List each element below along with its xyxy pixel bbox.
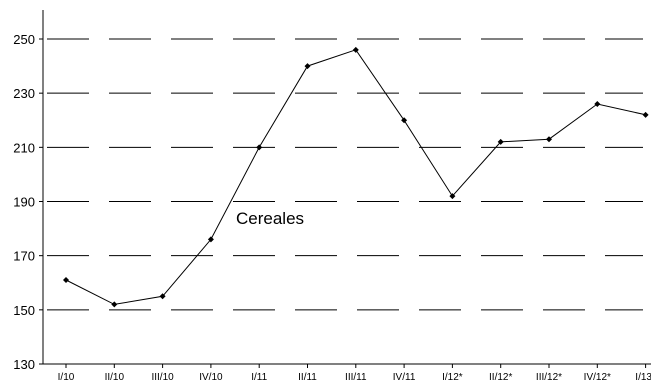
y-tick-label: 250 xyxy=(13,32,35,47)
x-tick-label: I/10 xyxy=(58,372,75,382)
series-label-cereales: Cereales xyxy=(236,209,304,228)
data-point xyxy=(111,301,118,308)
x-tick-label: II/10 xyxy=(105,372,125,382)
x-tick-label: I/13* xyxy=(635,372,651,382)
x-tick-label: I/12* xyxy=(442,372,463,382)
x-tick-label: IV/11 xyxy=(393,372,416,382)
data-point xyxy=(352,46,359,53)
series-points xyxy=(63,46,649,308)
x-tick-label: III/12* xyxy=(536,372,562,382)
data-point xyxy=(546,136,552,143)
x-tick-label: IV/12* xyxy=(584,372,611,382)
x-tick-label: III/11 xyxy=(345,372,367,382)
series-line-cereales xyxy=(65,49,646,305)
y-ticks: 130 150 170 190 210 230 250 xyxy=(13,32,43,372)
data-point xyxy=(256,144,263,151)
data-point xyxy=(207,236,214,243)
data-point xyxy=(642,111,649,118)
x-tick-label: III/10 xyxy=(151,372,174,382)
data-point xyxy=(594,101,601,107)
data-point xyxy=(63,277,69,284)
y-tick-label: 230 xyxy=(13,86,35,101)
x-tick-label: I/11 xyxy=(251,372,267,382)
data-point xyxy=(497,138,504,145)
x-tick-label: II/11 xyxy=(298,372,317,382)
x-tick-label: IV/10 xyxy=(199,372,223,382)
y-tick-label: 170 xyxy=(13,249,35,264)
y-tick-label: 150 xyxy=(13,303,35,318)
x-tick-label: II/12* xyxy=(489,372,512,382)
x-ticks: I/10 II/10 III/10 IV/10 I/11 II/11 III/11 IV/11… xyxy=(58,364,651,382)
y-tick-label: 190 xyxy=(13,195,35,210)
data-point xyxy=(449,193,456,200)
y-tick-label: 130 xyxy=(13,357,35,372)
y-tick-label: 210 xyxy=(13,140,35,155)
data-point xyxy=(401,117,408,124)
data-point xyxy=(304,63,311,70)
data-point xyxy=(159,293,166,300)
gridlines xyxy=(47,38,643,311)
